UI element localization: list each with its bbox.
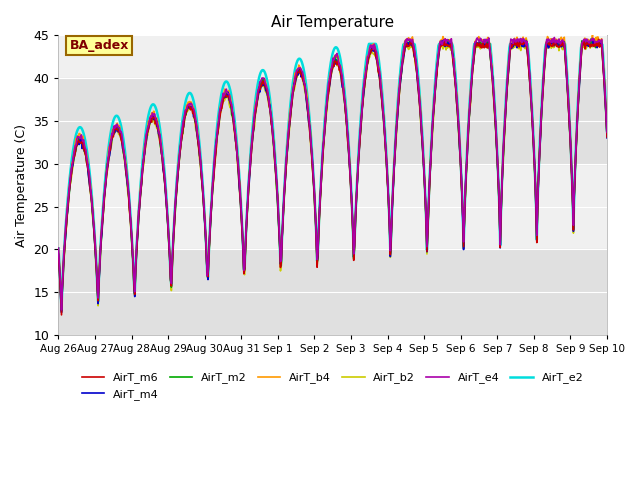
Legend: AirT_m6, AirT_m4, AirT_m2, AirT_b4, AirT_b2, AirT_e4, AirT_e2: AirT_m6, AirT_m4, AirT_m2, AirT_b4, AirT… xyxy=(78,368,588,404)
Bar xyxy=(58,78,607,164)
Text: BA_adex: BA_adex xyxy=(69,39,129,52)
Y-axis label: Air Temperature (C): Air Temperature (C) xyxy=(15,124,28,247)
Title: Air Temperature: Air Temperature xyxy=(271,15,394,30)
Bar xyxy=(58,249,607,335)
